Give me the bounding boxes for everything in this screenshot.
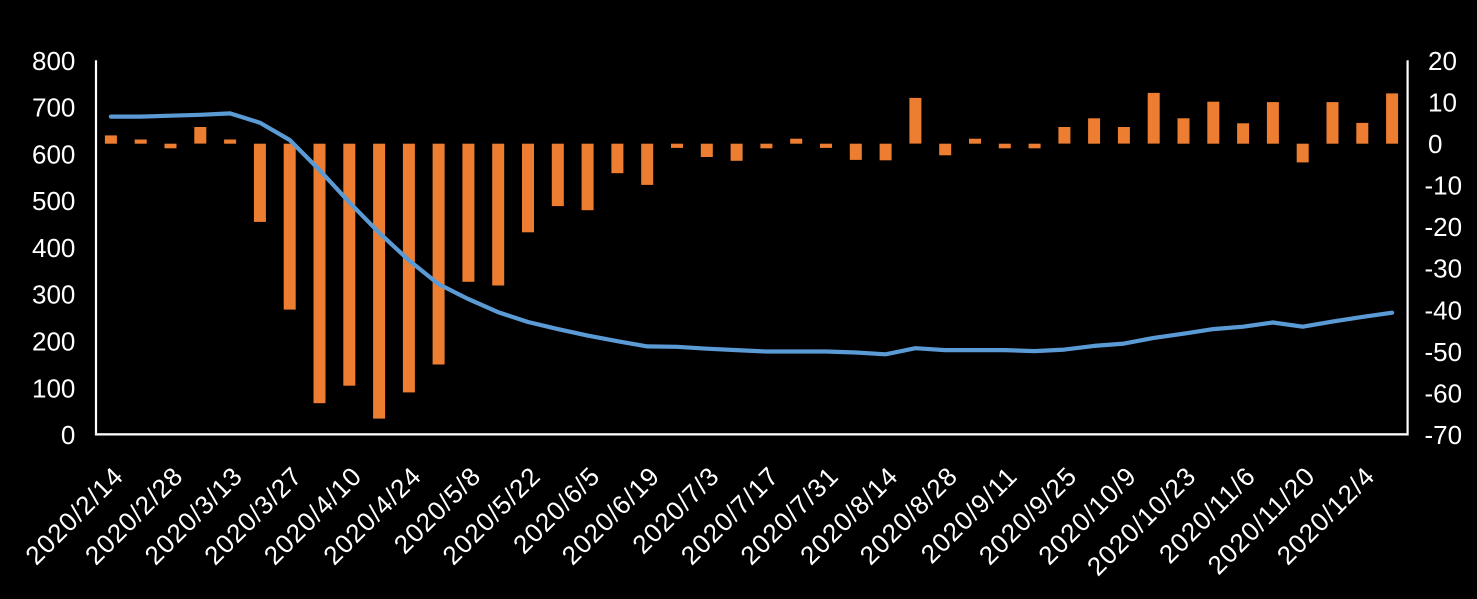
svg-text:400: 400 bbox=[32, 233, 75, 263]
svg-text:-70: -70 bbox=[1425, 420, 1463, 450]
svg-text:-10: -10 bbox=[1425, 171, 1463, 201]
svg-text:300: 300 bbox=[32, 280, 75, 310]
svg-text:-20: -20 bbox=[1425, 212, 1463, 242]
svg-text:700: 700 bbox=[32, 93, 75, 123]
svg-text:-50: -50 bbox=[1425, 337, 1463, 367]
svg-text:500: 500 bbox=[32, 186, 75, 216]
svg-text:100: 100 bbox=[32, 373, 75, 403]
svg-text:0: 0 bbox=[61, 420, 75, 450]
svg-text:200: 200 bbox=[32, 327, 75, 357]
svg-text:800: 800 bbox=[32, 46, 75, 76]
svg-text:-30: -30 bbox=[1425, 254, 1463, 284]
svg-text:-40: -40 bbox=[1425, 295, 1463, 325]
svg-text:0: 0 bbox=[1428, 129, 1442, 159]
svg-text:-60: -60 bbox=[1425, 379, 1463, 409]
svg-text:20: 20 bbox=[1428, 46, 1457, 76]
svg-text:10: 10 bbox=[1428, 87, 1457, 117]
svg-text:600: 600 bbox=[32, 139, 75, 169]
